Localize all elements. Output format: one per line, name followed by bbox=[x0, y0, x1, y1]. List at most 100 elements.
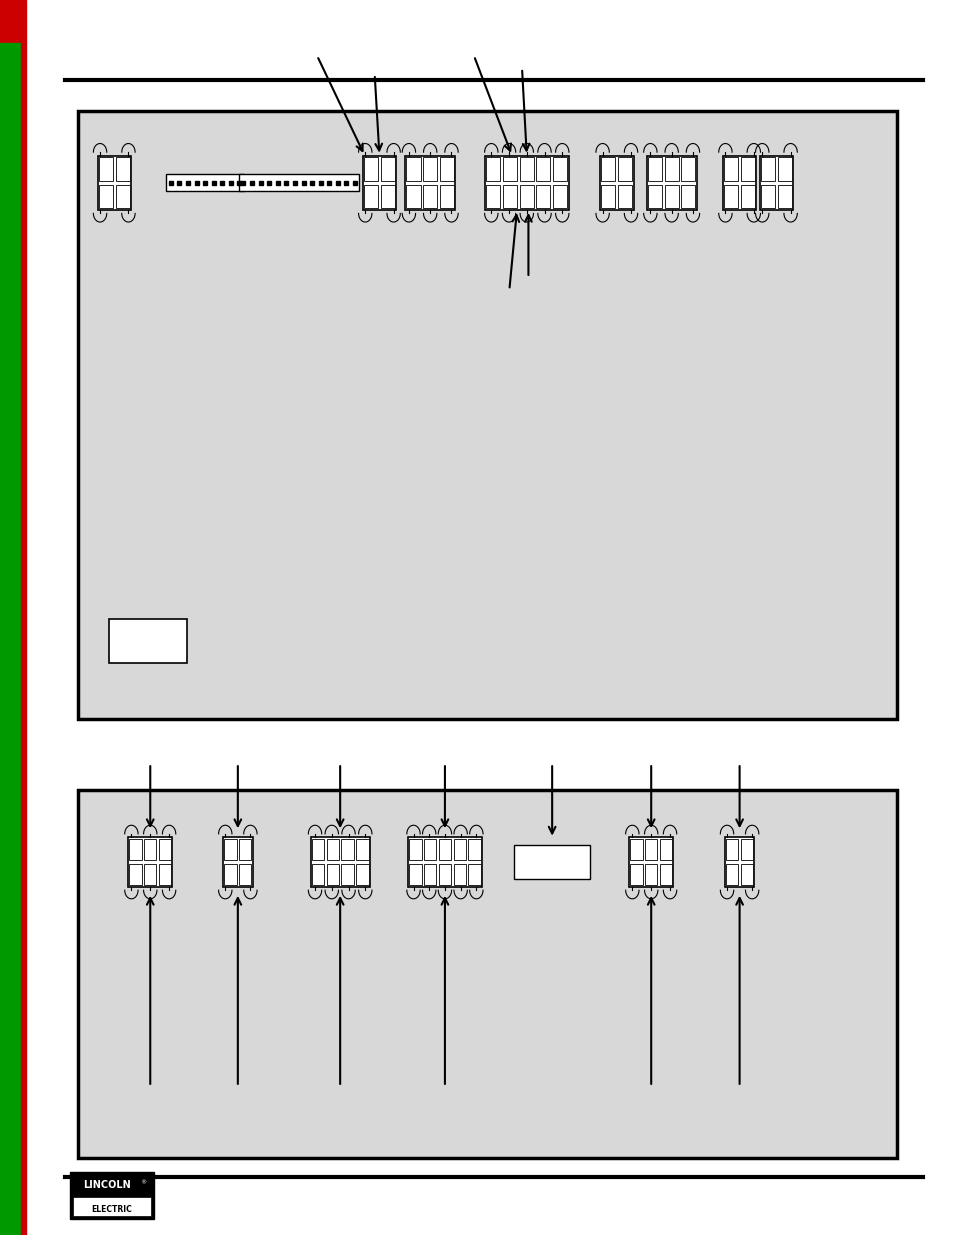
Bar bbox=[423, 839, 436, 861]
Bar bbox=[115, 184, 130, 209]
Bar bbox=[0, 43, 21, 1235]
Bar bbox=[239, 174, 359, 191]
Bar bbox=[484, 156, 568, 210]
Bar bbox=[725, 839, 738, 861]
Bar bbox=[224, 839, 236, 861]
Bar bbox=[362, 156, 395, 210]
Bar bbox=[618, 157, 632, 182]
Bar bbox=[536, 184, 550, 209]
Bar bbox=[723, 184, 738, 209]
Bar bbox=[311, 837, 370, 887]
Bar bbox=[239, 839, 252, 861]
Bar bbox=[760, 157, 774, 182]
Bar bbox=[664, 157, 678, 182]
Bar bbox=[99, 184, 112, 209]
Text: ®: ® bbox=[140, 1181, 147, 1186]
Bar bbox=[740, 184, 754, 209]
Bar bbox=[129, 839, 142, 861]
Bar bbox=[364, 157, 377, 182]
Bar bbox=[409, 863, 421, 885]
Bar bbox=[644, 839, 657, 861]
Bar bbox=[514, 845, 590, 879]
Bar bbox=[502, 157, 517, 182]
Bar bbox=[439, 157, 454, 182]
Bar bbox=[70, 1172, 153, 1219]
Bar bbox=[326, 839, 338, 861]
Bar bbox=[664, 184, 678, 209]
Bar bbox=[777, 184, 791, 209]
Bar bbox=[659, 863, 672, 885]
Bar bbox=[453, 839, 465, 861]
Bar bbox=[553, 157, 567, 182]
Bar bbox=[647, 184, 661, 209]
Bar bbox=[630, 839, 642, 861]
Bar bbox=[740, 839, 753, 861]
Bar bbox=[380, 157, 395, 182]
Bar bbox=[647, 157, 661, 182]
Bar bbox=[406, 157, 420, 182]
Bar bbox=[519, 184, 534, 209]
Bar bbox=[599, 156, 633, 210]
Bar bbox=[628, 837, 673, 887]
Bar bbox=[777, 157, 791, 182]
Text: ELECTRIC: ELECTRIC bbox=[91, 1205, 132, 1214]
Bar bbox=[646, 156, 696, 210]
Bar bbox=[144, 863, 156, 885]
Bar bbox=[21, 0, 26, 1235]
Bar bbox=[408, 837, 481, 887]
Bar bbox=[78, 790, 896, 1158]
Bar bbox=[618, 184, 632, 209]
Bar bbox=[536, 157, 550, 182]
Bar bbox=[759, 156, 792, 210]
Bar bbox=[326, 863, 338, 885]
Bar bbox=[723, 157, 738, 182]
Bar bbox=[341, 863, 354, 885]
Bar bbox=[380, 184, 395, 209]
Bar bbox=[740, 863, 753, 885]
Bar bbox=[223, 837, 253, 887]
Bar bbox=[740, 157, 754, 182]
Bar bbox=[453, 863, 465, 885]
Bar bbox=[553, 184, 567, 209]
Bar bbox=[724, 837, 754, 887]
Bar bbox=[341, 839, 354, 861]
Bar bbox=[158, 863, 172, 885]
Bar bbox=[355, 863, 368, 885]
Bar bbox=[115, 157, 130, 182]
Bar bbox=[109, 619, 187, 663]
Bar bbox=[486, 157, 500, 182]
Bar bbox=[423, 184, 436, 209]
Bar bbox=[439, 184, 454, 209]
Bar bbox=[144, 839, 156, 861]
Bar bbox=[680, 157, 695, 182]
Bar bbox=[468, 839, 480, 861]
Bar bbox=[128, 837, 172, 887]
Bar bbox=[312, 863, 324, 885]
Bar bbox=[468, 863, 480, 885]
Bar bbox=[239, 863, 252, 885]
Bar bbox=[72, 1197, 151, 1216]
Bar bbox=[409, 839, 421, 861]
Bar bbox=[364, 184, 377, 209]
Bar bbox=[129, 863, 142, 885]
Bar bbox=[486, 184, 500, 209]
Bar bbox=[502, 184, 517, 209]
Bar bbox=[438, 839, 451, 861]
Bar bbox=[725, 863, 738, 885]
Bar bbox=[760, 184, 774, 209]
Bar bbox=[312, 839, 324, 861]
Bar bbox=[680, 184, 695, 209]
Bar bbox=[224, 863, 236, 885]
Bar bbox=[405, 156, 455, 210]
Bar bbox=[355, 839, 368, 861]
Bar bbox=[644, 863, 657, 885]
Bar bbox=[423, 157, 436, 182]
Bar bbox=[158, 839, 172, 861]
Bar bbox=[659, 839, 672, 861]
Bar bbox=[438, 863, 451, 885]
Bar bbox=[406, 184, 420, 209]
Bar bbox=[519, 157, 534, 182]
Bar bbox=[722, 156, 756, 210]
Bar bbox=[0, 0, 21, 43]
Bar bbox=[600, 184, 615, 209]
